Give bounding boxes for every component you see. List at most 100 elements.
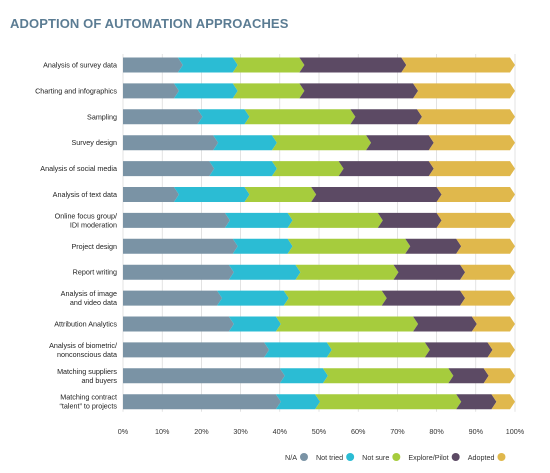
bar-segment (123, 135, 219, 151)
bar-segment (366, 135, 434, 151)
bar-segment (232, 238, 293, 254)
bar-segment (287, 238, 411, 254)
bar-segment (123, 161, 215, 177)
x-tick-label: 10% (155, 427, 170, 436)
legend-marker (392, 453, 401, 461)
x-tick-label: 70% (390, 427, 405, 436)
bar-segment (448, 368, 489, 384)
bar-segment (232, 83, 305, 99)
category-label: Online focus group/ (55, 211, 117, 220)
bar-segment (217, 290, 289, 306)
chart-title: ADOPTION OF AUTOMATION APPROACHES (10, 16, 289, 31)
bar-segment (460, 290, 515, 306)
x-tick-label: 30% (233, 427, 248, 436)
bar-segment (123, 109, 203, 125)
bar-segment (244, 187, 317, 202)
bar-segment (487, 342, 515, 358)
bar-segment (436, 187, 515, 202)
category-label: Report writing (73, 268, 117, 277)
legend-label: Not tried (316, 453, 343, 462)
category-label: Analysis of social media (40, 164, 117, 173)
bar-segment (213, 135, 277, 151)
category-label: Analysis of image (61, 289, 117, 298)
bar-segment (173, 83, 238, 99)
category-label: Analysis of biometric/ (49, 341, 117, 350)
bar-segment (471, 316, 515, 332)
bar-segment (275, 316, 419, 332)
legend-marker (451, 453, 460, 461)
bar-segment (424, 342, 493, 358)
bar-segment (456, 394, 497, 410)
legend-marker (346, 453, 355, 461)
bar-segment (393, 264, 466, 280)
bar-segment (209, 161, 277, 177)
bar-segment (197, 109, 250, 125)
category-label: and video data (70, 298, 117, 307)
bar-segment (244, 109, 356, 125)
bar-segment (350, 109, 422, 125)
bar-segment (460, 264, 515, 280)
bar-segment (287, 212, 383, 228)
category-label: Analysis of survey data (43, 61, 117, 70)
bar-segment (311, 187, 442, 202)
bar-segment (315, 394, 462, 410)
bar-segment (491, 394, 515, 410)
bar-segment (413, 316, 477, 332)
legend-label: Explore/Pilot (408, 453, 448, 462)
x-tick-label: 80% (429, 427, 444, 436)
bar-segment (224, 212, 293, 228)
bar-segment (123, 368, 285, 384)
x-tick-label: 20% (194, 427, 209, 436)
category-label: Sampling (87, 112, 117, 121)
bar-segment (123, 212, 230, 228)
bar-segment (177, 57, 238, 73)
bar-segment (228, 264, 301, 280)
bar-segment (232, 57, 305, 73)
x-tick-label: 90% (469, 427, 484, 436)
bar-segment (401, 57, 515, 73)
bar-segment (264, 342, 332, 358)
x-tick-label: 60% (351, 427, 366, 436)
bar-segment (299, 83, 419, 99)
x-tick-label: 0% (118, 427, 129, 436)
category-label: Attribution Analytics (54, 320, 117, 329)
bar-segment (405, 238, 462, 254)
bar-segment (173, 187, 250, 202)
legend-marker (299, 453, 308, 461)
bar-segment (275, 394, 321, 410)
category-label: and buyers (81, 376, 117, 385)
category-label: Matching contract (60, 393, 117, 402)
bar-segment (428, 161, 515, 177)
category-label: Charting and infographics (35, 86, 117, 95)
legend-marker (497, 453, 506, 461)
bar-segment (228, 316, 281, 332)
bar-segment (123, 83, 179, 99)
legend-label: Adopted (468, 453, 495, 462)
bar-segment (326, 342, 430, 358)
category-label: Matching suppliers (57, 367, 117, 376)
bar-segment (283, 290, 387, 306)
bar-segment (456, 238, 515, 254)
bar-segment (271, 161, 344, 177)
bar-segment (377, 212, 442, 228)
x-tick-label: 50% (312, 427, 327, 436)
x-tick-label: 40% (273, 427, 288, 436)
x-tick-label: 100% (506, 427, 525, 436)
bar-segment (123, 290, 223, 306)
category-label: IDI moderation (70, 220, 117, 229)
bar-segment (338, 161, 434, 177)
legend-label: Not sure (362, 453, 389, 462)
category-label: Survey design (71, 138, 117, 147)
bar-segment (123, 238, 238, 254)
bar-segment (483, 368, 515, 384)
category-label: Project design (71, 242, 117, 251)
bar-segment (322, 368, 454, 384)
bar-segment (123, 342, 270, 358)
bar-segment (123, 57, 183, 73)
bar-segment (123, 264, 234, 280)
bar-segment (381, 290, 466, 306)
bar-segment (428, 135, 515, 151)
bar-segment (279, 368, 328, 384)
bar-segment (123, 394, 281, 410)
